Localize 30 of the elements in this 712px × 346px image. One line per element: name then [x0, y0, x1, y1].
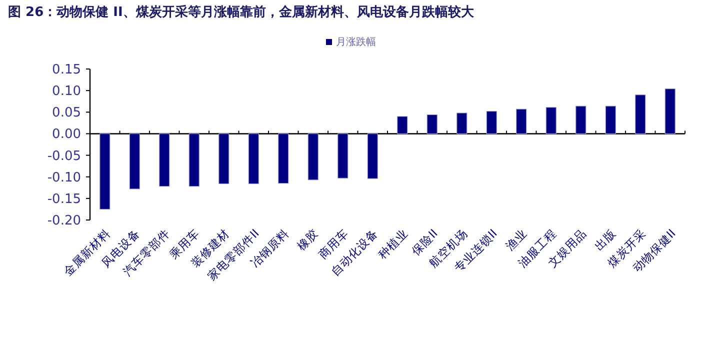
bar [188, 133, 200, 187]
bar [129, 133, 140, 190]
bar [635, 94, 646, 134]
y-tick-label: -0.10 [47, 170, 81, 186]
bar [397, 116, 408, 134]
bar [576, 106, 586, 134]
y-tick-label: -0.15 [47, 192, 81, 207]
bar [308, 133, 318, 180]
bar [426, 114, 438, 134]
bar [100, 133, 110, 210]
y-tick-label: -0.05 [47, 148, 81, 164]
legend-label: 月涨跌幅 [336, 36, 376, 48]
bar [486, 110, 497, 134]
bar [664, 88, 676, 134]
bar [248, 133, 259, 184]
y-tick-label: -0.20 [47, 214, 81, 228]
bar [278, 133, 289, 184]
y-tick-label: 0.00 [52, 127, 81, 142]
chart-title: 图 26：动物保健 II、煤炭开采等月涨幅靠前，金属新材料、风电设备月跌幅较大 [8, 4, 475, 20]
y-tick-label: 0.10 [52, 84, 81, 100]
bar [338, 133, 348, 178]
bar [605, 106, 616, 134]
bar [218, 133, 230, 184]
bar [516, 108, 527, 134]
bar [159, 133, 170, 187]
y-tick-label: 0.15 [52, 62, 81, 78]
bar [456, 112, 468, 134]
y-tick-label: 0.05 [52, 106, 81, 121]
bar [546, 107, 556, 134]
bar [367, 133, 378, 179]
